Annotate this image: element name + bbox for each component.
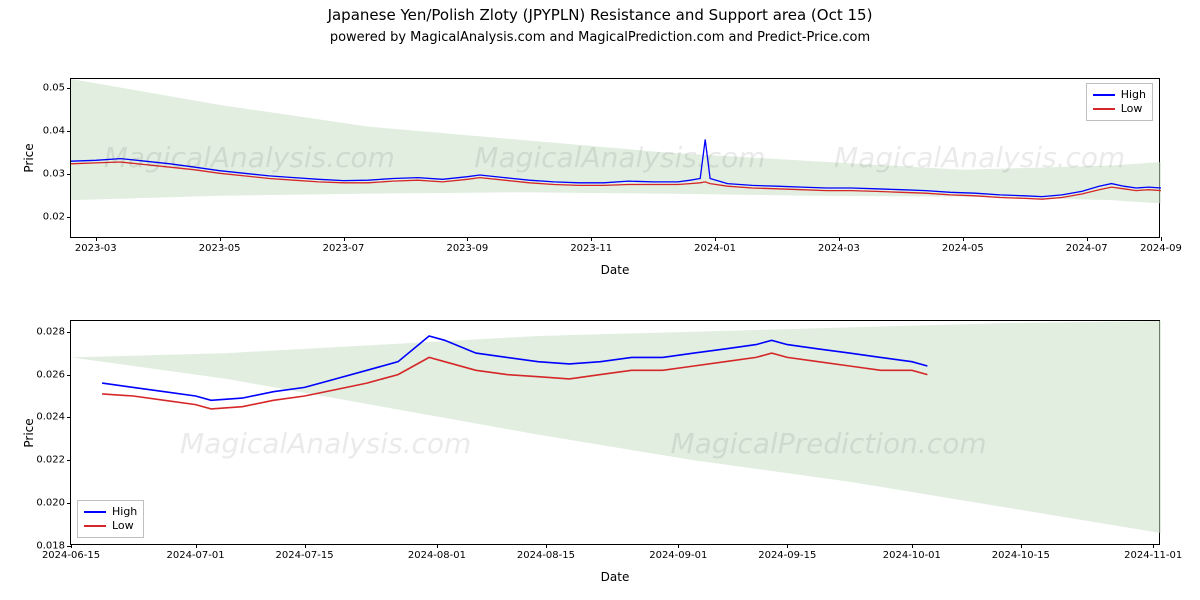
- chart-svg-top: [71, 79, 1161, 239]
- legend-label: High: [112, 505, 137, 519]
- y-axis-label: Price: [22, 143, 36, 172]
- x-tick-mark: [196, 544, 197, 548]
- legend-bottom: HighLow: [77, 500, 144, 538]
- x-tick-mark: [787, 544, 788, 548]
- legend-swatch: [84, 511, 106, 513]
- x-tick-mark: [591, 237, 592, 241]
- legend-swatch: [1093, 94, 1115, 96]
- y-tick-mark: [67, 375, 71, 376]
- y-tick-mark: [67, 217, 71, 218]
- y-tick-label: 0.026: [36, 369, 71, 380]
- x-axis-label: Date: [601, 263, 630, 277]
- chart-subtitle: powered by MagicalAnalysis.com and Magic…: [0, 30, 1200, 45]
- x-tick-mark: [546, 544, 547, 548]
- plot-area-top: Price Date HighLow MagicalAnalysis.comMa…: [70, 78, 1160, 238]
- legend-label: High: [1121, 88, 1146, 102]
- legend-label: Low: [1121, 102, 1143, 116]
- y-tick-mark: [67, 131, 71, 132]
- x-tick-mark: [467, 237, 468, 241]
- plot-area-bottom: Price Date HighLow MagicalAnalysis.comMa…: [70, 320, 1160, 545]
- x-tick-mark: [71, 544, 72, 548]
- x-tick-mark: [912, 544, 913, 548]
- y-axis-label: Price: [22, 418, 36, 447]
- x-tick-mark: [963, 237, 964, 241]
- y-tick-label: 0.024: [36, 412, 71, 423]
- legend-swatch: [1093, 108, 1115, 110]
- x-tick-mark: [839, 237, 840, 241]
- x-tick-mark: [96, 237, 97, 241]
- y-tick-label: 0.020: [36, 498, 71, 509]
- x-tick-mark: [305, 544, 306, 548]
- x-axis-label: Date: [601, 570, 630, 584]
- legend-top: HighLow: [1086, 83, 1153, 121]
- x-tick-mark: [1021, 544, 1022, 548]
- x-tick-mark: [1087, 237, 1088, 241]
- x-tick-mark: [1153, 544, 1154, 548]
- y-tick-mark: [67, 417, 71, 418]
- legend-swatch: [84, 525, 106, 527]
- legend-label: Low: [112, 519, 134, 533]
- x-tick-mark: [437, 544, 438, 548]
- x-tick-mark: [220, 237, 221, 241]
- legend-item: Low: [1093, 102, 1146, 116]
- x-tick-mark: [1161, 237, 1162, 241]
- x-tick-mark: [715, 237, 716, 241]
- y-tick-mark: [67, 88, 71, 89]
- y-tick-mark: [67, 503, 71, 504]
- y-tick-mark: [67, 460, 71, 461]
- x-tick-mark: [678, 544, 679, 548]
- legend-item: High: [84, 505, 137, 519]
- chart-svg-bottom: [71, 321, 1161, 546]
- y-tick-mark: [67, 174, 71, 175]
- chart-title: Japanese Yen/Polish Zloty (JPYPLN) Resis…: [0, 6, 1200, 24]
- y-tick-mark: [67, 332, 71, 333]
- x-tick-mark: [344, 237, 345, 241]
- page-root: { "title": "Japanese Yen/Polish Zloty (J…: [0, 0, 1200, 600]
- y-tick-label: 0.028: [36, 326, 71, 337]
- legend-item: Low: [84, 519, 137, 533]
- y-tick-label: 0.022: [36, 455, 71, 466]
- legend-item: High: [1093, 88, 1146, 102]
